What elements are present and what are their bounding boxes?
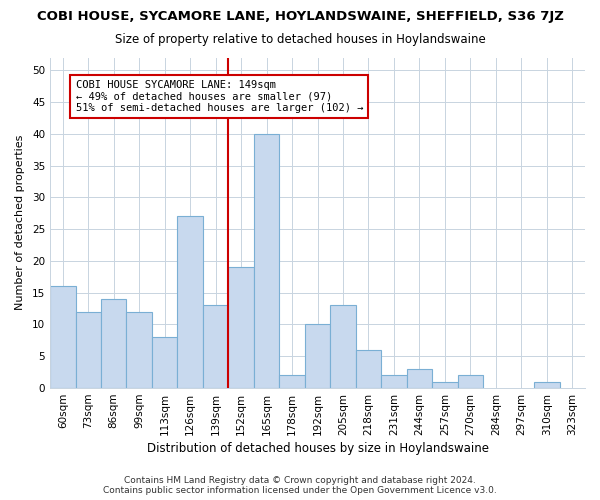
Text: COBI HOUSE, SYCAMORE LANE, HOYLANDSWAINE, SHEFFIELD, S36 7JZ: COBI HOUSE, SYCAMORE LANE, HOYLANDSWAINE… bbox=[37, 10, 563, 23]
Text: COBI HOUSE SYCAMORE LANE: 149sqm
← 49% of detached houses are smaller (97)
51% o: COBI HOUSE SYCAMORE LANE: 149sqm ← 49% o… bbox=[76, 80, 363, 113]
Bar bbox=[203, 306, 229, 388]
Bar bbox=[50, 286, 76, 388]
Bar bbox=[280, 376, 305, 388]
Bar bbox=[356, 350, 381, 388]
Bar bbox=[330, 306, 356, 388]
Bar bbox=[381, 376, 407, 388]
Text: Size of property relative to detached houses in Hoylandswaine: Size of property relative to detached ho… bbox=[115, 32, 485, 46]
Bar bbox=[254, 134, 280, 388]
Bar bbox=[432, 382, 458, 388]
Bar bbox=[152, 337, 178, 388]
Y-axis label: Number of detached properties: Number of detached properties bbox=[15, 135, 25, 310]
Bar bbox=[534, 382, 560, 388]
Bar bbox=[458, 376, 483, 388]
Text: Contains HM Land Registry data © Crown copyright and database right 2024.
Contai: Contains HM Land Registry data © Crown c… bbox=[103, 476, 497, 495]
Bar bbox=[76, 312, 101, 388]
Bar bbox=[101, 299, 127, 388]
Bar bbox=[229, 268, 254, 388]
Bar bbox=[127, 312, 152, 388]
X-axis label: Distribution of detached houses by size in Hoylandswaine: Distribution of detached houses by size … bbox=[146, 442, 488, 455]
Bar bbox=[305, 324, 330, 388]
Bar bbox=[407, 369, 432, 388]
Bar bbox=[178, 216, 203, 388]
